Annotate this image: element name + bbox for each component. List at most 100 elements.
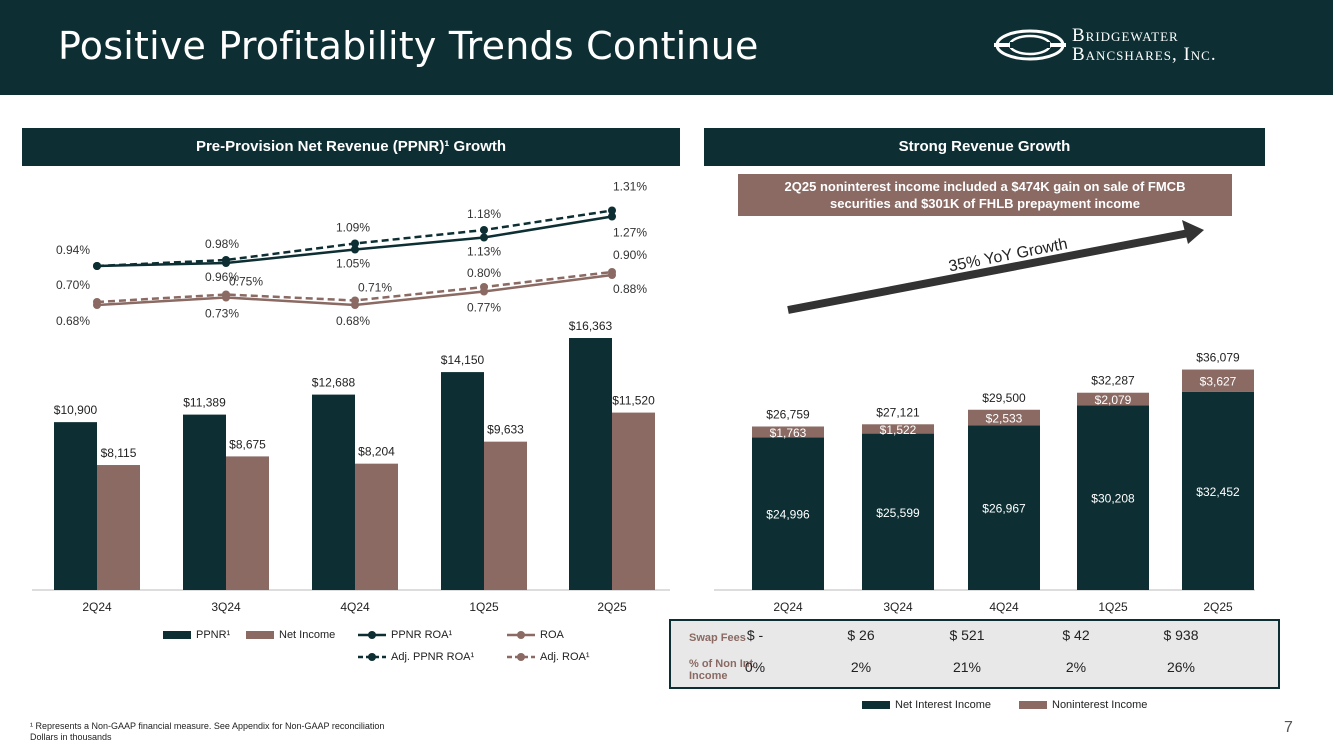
legend-line-marker [358, 653, 386, 661]
roa-data-label: 0.71% [358, 281, 392, 295]
bar-data-label: $12,688 [312, 376, 356, 390]
table-cell: 0% [744, 659, 766, 675]
roa-data-label: 1.05% [336, 257, 370, 271]
roa-data-label: 0.68% [336, 314, 370, 328]
roa-data-label: 0.68% [56, 314, 90, 328]
legend-label: Net Interest Income [895, 699, 991, 711]
bar-data-label: $14,150 [441, 353, 485, 367]
ppnr-bar [183, 414, 226, 590]
net-income-bar [612, 412, 655, 590]
roa-data-label: 1.31% [613, 180, 647, 194]
noninterest-income-bar [968, 409, 1040, 426]
noninterest-income-bar [1182, 369, 1254, 392]
bar-data-label: $9,633 [487, 423, 524, 437]
roa-data-label: 0.75% [229, 275, 263, 289]
roa-point [351, 296, 359, 305]
bar-data-label: $8,204 [358, 445, 395, 459]
total-data-label: $26,759 [766, 408, 810, 422]
header-bar: Positive Profitability Trends Continue B… [0, 0, 1333, 95]
legend-label: Noninterest Income [1052, 699, 1148, 711]
total-data-label: $32,287 [1091, 374, 1135, 388]
roa-data-label: 1.13% [467, 245, 501, 259]
net-income-bar [97, 465, 140, 590]
page-title: Positive Profitability Trends Continue [58, 24, 759, 68]
roa-data-label: 0.80% [467, 266, 501, 280]
bridgewater-logo-icon [994, 29, 1066, 61]
table-cell: 26% [1166, 659, 1196, 675]
x-tick-label: 2Q25 [1203, 600, 1233, 614]
ppnr-bar [441, 372, 484, 590]
logo-line-1: Bridgewater [1072, 25, 1179, 46]
roa-data-label: 0.90% [613, 248, 647, 262]
growth-arrow-head [1182, 220, 1204, 244]
roa-data-label: 0.88% [613, 282, 647, 296]
roa-point [608, 212, 616, 221]
total-data-label: $36,079 [1196, 351, 1240, 365]
roa-point [480, 283, 488, 291]
noninterest-income-bar [862, 424, 934, 434]
legend-label: Adj. ROA¹ [540, 651, 590, 663]
table-cell: $ 42 [1062, 627, 1090, 643]
table-cell: $ 26 [847, 627, 875, 643]
legend-noninterest-income: Noninterest Income [1019, 699, 1147, 711]
bar-data-label: $32,452 [1196, 485, 1240, 499]
roa-data-label: 1.18% [467, 207, 501, 221]
x-tick-label: 1Q25 [1098, 600, 1128, 614]
table-row-label: % of Non Int Income [689, 658, 754, 682]
table-row-label: Swap Fees [689, 632, 746, 644]
noninterest-income-bar [1077, 392, 1149, 406]
roa-point [93, 298, 101, 306]
legend-label: PPNR ROA¹ [391, 629, 453, 641]
legend-swatch [862, 701, 890, 709]
roa-data-label: 0.96% [205, 270, 239, 284]
bar-data-label: $3,627 [1200, 375, 1237, 389]
net-interest-income-bar [968, 425, 1040, 590]
roa-data-label: 1.27% [613, 226, 647, 240]
footnote: ¹ Represents a Non-GAAP financial measur… [30, 721, 384, 743]
bar-data-label: $1,763 [770, 426, 807, 440]
bar-data-label: $25,599 [876, 506, 920, 520]
bar-data-label: $24,996 [766, 508, 810, 522]
net-income-bar [484, 441, 527, 590]
revenue-panel-title: Strong Revenue Growth [704, 128, 1265, 166]
logo-text: Bridgewater Bancshares, Inc. [1072, 26, 1217, 64]
net-interest-income-bar [862, 433, 934, 590]
ppnr-bar [312, 394, 355, 590]
x-tick-label: 2Q24 [773, 600, 803, 614]
bar-data-label: $8,675 [229, 437, 266, 451]
bar-data-label: $11,520 [612, 394, 655, 408]
roa-point [608, 206, 616, 215]
net-interest-income-bar [752, 437, 824, 590]
x-tick-label: 2Q25 [597, 600, 627, 614]
net-interest-income-bar [1182, 391, 1254, 590]
net-income-bar [226, 456, 269, 590]
legend-label: ROA [540, 629, 564, 641]
legend-line-marker [507, 653, 535, 661]
net-interest-income-bar [1077, 405, 1149, 590]
x-tick-label: 4Q24 [989, 600, 1019, 614]
bar-data-label: $26,967 [982, 502, 1026, 516]
ppnr-bar [569, 338, 612, 590]
bar-data-label: $8,115 [101, 446, 137, 460]
bar-data-label: $2,079 [1095, 393, 1132, 407]
legend-net-income: Net Income [246, 629, 335, 641]
roa-point [93, 262, 101, 270]
legend-net-interest-income: Net Interest Income [862, 699, 991, 711]
roa-point [480, 233, 488, 242]
legend-swatch [163, 631, 191, 639]
table-cell: $ 521 [949, 627, 985, 643]
ppnr-chart: 2Q24 3Q24 4Q24 1Q25 2Q25 $10,900 $11,389 $12,68… [32, 180, 670, 614]
ppnr-bar [54, 422, 97, 590]
legend-line-marker [358, 631, 386, 639]
roa-data-label: 0.77% [467, 301, 501, 315]
roa-data-label: 0.94% [56, 243, 90, 257]
bar-data-label: $16,363 [569, 319, 613, 333]
legend-roa: ROA [507, 629, 564, 641]
table-cell: 2% [850, 659, 872, 675]
footnote-line: Dollars in thousands [30, 732, 112, 742]
bar-data-label: $10,900 [54, 403, 98, 417]
roa-data-label: 1.09% [336, 221, 370, 235]
bar-data-label: $11,389 [183, 396, 226, 410]
swap-fees-table: Swap Fees % of Non Int Income $ - $ 26 $ 5… [669, 619, 1280, 689]
table-cell: 21% [952, 659, 982, 675]
